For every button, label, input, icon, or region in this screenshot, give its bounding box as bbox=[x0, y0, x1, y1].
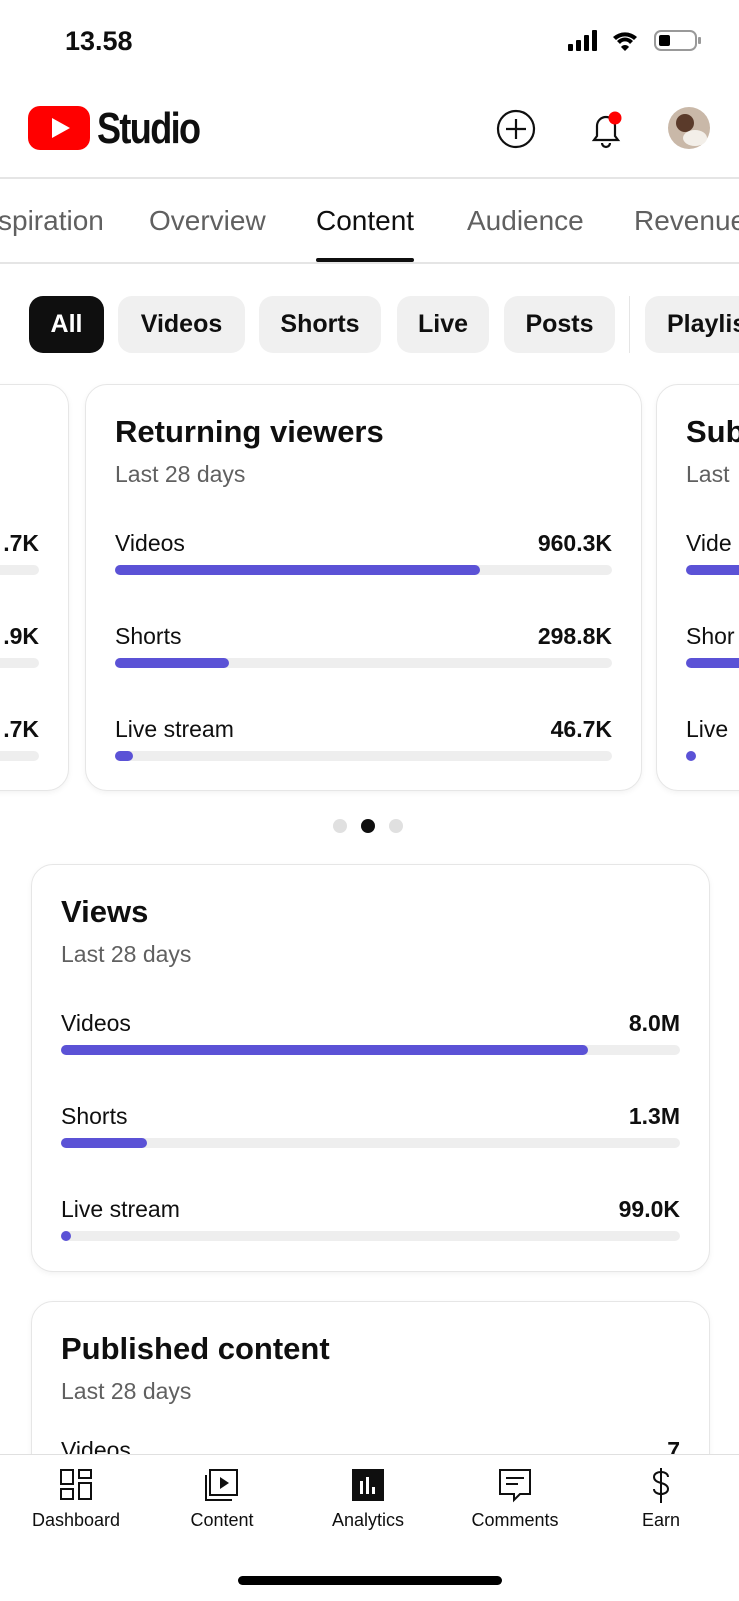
card-subtitle: Last 28 days bbox=[61, 1378, 192, 1404]
card-subtitle: Last bbox=[686, 461, 730, 487]
notifications-button[interactable] bbox=[584, 106, 628, 150]
row-label: Live bbox=[686, 716, 729, 742]
bar-track bbox=[61, 1138, 680, 1148]
bar-track bbox=[61, 1231, 680, 1241]
tab[interactable]: Revenue bbox=[634, 205, 739, 236]
pager-dot bbox=[361, 819, 375, 833]
filter-chip[interactable]: Shorts bbox=[259, 296, 381, 353]
filter-chip[interactable]: Posts bbox=[504, 296, 615, 353]
row-label: Videos bbox=[61, 1010, 131, 1036]
card-subtitle: Last 28 days bbox=[115, 461, 246, 487]
nav-label[interactable]: Comments bbox=[471, 1510, 559, 1530]
row-value: .7K bbox=[3, 530, 39, 556]
bar-track bbox=[115, 658, 612, 668]
row-value: .9K bbox=[3, 623, 39, 649]
divider bbox=[0, 177, 739, 179]
pager-dot bbox=[333, 819, 347, 833]
chip-separator bbox=[629, 296, 630, 353]
row-value: 298.8K bbox=[537, 623, 612, 649]
card-title: Returning viewers bbox=[115, 414, 384, 449]
metric-card[interactable]: Published content Last 28 days Videos 7 bbox=[31, 1301, 710, 1454]
youtube-logo bbox=[28, 106, 90, 150]
bar-fill bbox=[686, 658, 739, 668]
bar-track bbox=[115, 751, 612, 761]
card-title: Published content bbox=[61, 1331, 330, 1366]
tab-bar: spiration Overview Content Audience Revenue bbox=[0, 179, 739, 263]
nav-icon[interactable] bbox=[350, 1467, 386, 1503]
row-label: Live stream bbox=[115, 716, 234, 742]
row-value: 960.3K bbox=[537, 530, 612, 556]
metric-card[interactable]: Returning viewers Last 28 days Videos 960.3… bbox=[85, 384, 642, 791]
bar-track bbox=[0, 751, 39, 761]
row-label: Shorts bbox=[61, 1103, 128, 1129]
pager-dot bbox=[389, 819, 403, 833]
row-label: Live stream bbox=[61, 1196, 180, 1222]
card-title: Views bbox=[61, 894, 149, 929]
filter-chip[interactable]: All bbox=[29, 296, 104, 353]
bar-fill bbox=[61, 1231, 71, 1241]
avatar[interactable] bbox=[667, 106, 711, 150]
filter-chip[interactable]: Live bbox=[397, 296, 489, 353]
nav-label[interactable]: Earn bbox=[641, 1510, 681, 1530]
tab[interactable]: Audience bbox=[467, 205, 584, 236]
metric-card[interactable]: Views Last 28 days Videos 8.0M Shorts 1.3M Liv… bbox=[31, 864, 710, 1272]
row-label: Vide bbox=[686, 530, 732, 556]
row-value: 7 bbox=[667, 1437, 680, 1454]
bar-track bbox=[115, 565, 612, 575]
partial-card[interactable]: Sub Last Vide Shor Live bbox=[656, 384, 739, 791]
tab[interactable]: Content bbox=[316, 205, 415, 236]
nav-items: Dashboard Content Analytics Comments Earn bbox=[0, 1455, 739, 1555]
nav-label[interactable]: Content bbox=[190, 1510, 254, 1530]
tab-underline bbox=[316, 258, 414, 262]
bar-fill bbox=[686, 751, 696, 761]
bar-fill bbox=[115, 565, 481, 575]
bar-track bbox=[61, 1045, 680, 1055]
filter-chip[interactable]: Videos bbox=[118, 296, 245, 353]
nav-label[interactable]: Dashboard bbox=[31, 1510, 121, 1530]
app-title: Studio bbox=[97, 104, 201, 153]
bar-fill bbox=[115, 658, 229, 668]
divider bbox=[0, 262, 739, 264]
row-label: Shorts bbox=[115, 623, 182, 649]
bar-fill bbox=[61, 1045, 588, 1055]
nav-label[interactable]: Analytics bbox=[331, 1510, 405, 1530]
row-label: Videos bbox=[115, 530, 185, 556]
row-value: 99.0K bbox=[618, 1196, 680, 1222]
nav-icon[interactable] bbox=[497, 1467, 533, 1503]
status-icons bbox=[568, 30, 701, 51]
row-value: .7K bbox=[3, 716, 39, 742]
card-title: Sub bbox=[686, 414, 739, 449]
nav-icon[interactable] bbox=[58, 1467, 94, 1503]
create-button[interactable] bbox=[496, 109, 536, 149]
bar-fill bbox=[115, 751, 133, 761]
nav-icon[interactable] bbox=[643, 1467, 679, 1503]
row-value: 1.3M bbox=[628, 1103, 680, 1129]
bar-track bbox=[0, 565, 39, 575]
row-label: Shor bbox=[686, 623, 735, 649]
filter-chip[interactable]: Playlists bbox=[645, 296, 739, 353]
home-indicator bbox=[238, 1576, 502, 1585]
row-value: 46.7K bbox=[550, 716, 612, 742]
row-value: 8.0M bbox=[628, 1010, 680, 1036]
row-label: Videos bbox=[61, 1437, 131, 1454]
bar-track bbox=[0, 658, 39, 668]
content-area: .7K .9K .7K Sub Last Vide Shor Live Returning vi… bbox=[0, 384, 739, 1454]
bar-fill bbox=[686, 565, 739, 575]
tab[interactable]: Overview bbox=[149, 205, 266, 236]
partial-card[interactable]: .7K .9K .7K bbox=[0, 384, 69, 791]
nav-icon[interactable] bbox=[204, 1467, 240, 1503]
tab[interactable]: spiration bbox=[0, 205, 104, 236]
status-time: 13.58 bbox=[65, 26, 133, 56]
bar-fill bbox=[61, 1138, 147, 1148]
card-subtitle: Last 28 days bbox=[61, 941, 192, 967]
